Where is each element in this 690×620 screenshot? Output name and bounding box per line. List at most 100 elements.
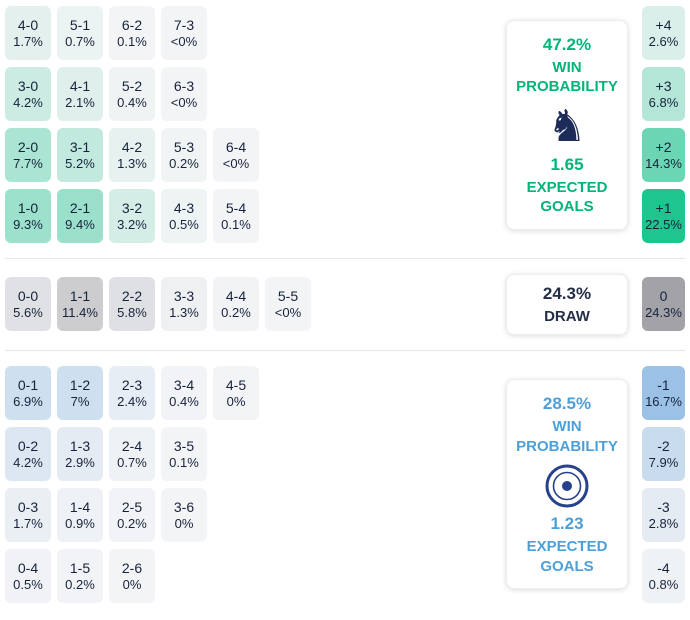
probability-label: 2.6% [648,34,679,49]
score-cell-7-3: 7-3 <0% [161,6,207,60]
expected-goals-label-line: GOALS [540,557,594,575]
goal-diff-label: +3 [655,78,672,94]
probability-label: 5.8% [117,305,147,321]
score-label: 6-2 [121,17,143,33]
score-cell-1-2: 1-2 7% [57,365,103,420]
score-cell-2-0: 2-0 7.7% [5,128,51,182]
panel-column: 47.2% WIN PROBABILITY ♞ 1.65 EXPECTED GOALS [506,19,628,230]
score-cell-6-2: 6-2 0.1% [109,6,155,60]
goal-diff-label: 0 [659,288,668,305]
probability-label: <0% [274,305,302,321]
score-label: 3-4 [173,376,195,393]
goal-diff-label: +4 [655,17,672,33]
probability-label: 0.5% [169,217,199,232]
panel-label-line: DRAW [544,308,590,325]
goal-diff-column: 0 24.3% [642,277,685,332]
probability-label: 1.7% [13,34,43,49]
probability-label: 1.3% [117,156,147,171]
score-cell-3-2: 3-2 3.2% [109,189,155,243]
home-win-section: 4-0 1.7% 5-1 0.7% 6-2 0.1% 7-3 <0% 3-0 4.2% 4-1 2.1… [5,4,685,258]
score-label: 2-5 [121,498,143,515]
panel-column: 24.3% DRAW [506,274,628,335]
score-cell-2-6: 2-6 0% [109,548,155,603]
score-cell-4-2: 4-2 1.3% [109,128,155,182]
score-label: 0-3 [17,498,39,515]
score-label: 2-4 [121,437,143,454]
goal-diff-label: -1 [657,376,670,393]
score-cell-4-1: 4-1 2.1% [57,67,103,121]
score-label: 2-2 [121,288,143,305]
score-label: 1-0 [17,200,39,216]
probability-label: 14.3% [645,156,682,171]
score-label: 5-2 [121,78,143,94]
score-cell-3-6: 3-6 0% [161,487,207,542]
probability-label: 9.4% [65,217,95,232]
probability-label: 2.9% [65,454,95,470]
score-cell-2-3: 2-3 2.4% [109,365,155,420]
score-label: 3-6 [173,498,195,515]
probability-label: <0% [170,34,198,49]
score-label: 2-3 [121,376,143,393]
panel-column: 28.5% WIN PROBABILITY 1.23 EXPECTED GOALS [506,379,628,589]
circle-club-badge-logo [511,464,623,508]
expected-goals-value: 1.65 [550,154,584,174]
expected-goals-label-line: EXPECTED [526,178,608,196]
probability-label: 4.2% [13,454,43,470]
probability-label: 0% [122,576,142,592]
panel-label-line: WIN [552,418,582,435]
matrix-row: 4-0 1.7% 5-1 0.7% 6-2 0.1% 7-3 <0% [5,6,259,60]
score-cell-6-3: 6-3 <0% [161,67,207,121]
score-cell-3-1: 3-1 5.2% [57,128,103,182]
expected-goals-label-line: GOALS [540,198,594,215]
score-label: 2-6 [121,559,143,576]
matrix-row: 1-0 9.3% 2-1 9.4% 3-2 3.2% 4-3 0.5% 5-4 0.1% [5,189,259,243]
goal-diff-label: -3 [657,498,670,515]
expected-goals-label-line: EXPECTED [526,538,608,555]
probability-label: 11.4% [62,305,98,321]
probability-label: 0.5% [13,576,43,592]
probability-label: 16.7% [645,393,682,409]
probability-label: 0.2% [117,515,147,531]
draw-panel: 24.3% DRAW [506,274,628,335]
score-label: 4-5 [225,376,247,393]
probability-label: 0.7% [65,34,95,49]
score-label: 1-4 [69,498,91,515]
score-cell-5-1: 5-1 0.7% [57,6,103,60]
score-matrix-away-win: 0-1 6.9% 1-2 7% 2-3 2.4% 3-4 0.4% 4-5 0% 0-2 4.2% 1-… [5,365,259,603]
score-label: 5-1 [69,17,91,33]
matrix-row: 0-1 6.9% 1-2 7% 2-3 2.4% 3-4 0.4% 4-5 0% [5,365,259,420]
score-cell-1-1: 1-1 11.4% [57,277,103,332]
score-cell-3-0: 3-0 4.2% [5,67,51,121]
goal-diff-cell-0: 0 24.3% [642,277,685,332]
probability-label: <0% [170,95,198,110]
score-cell-6-4: 6-4 <0% [213,128,259,182]
matrix-row: 0-4 0.5% 1-5 0.2% 2-6 0% [5,548,259,603]
matrix-row: 0-0 5.6% 1-1 11.4% 2-2 5.8% 3-3 1.3% 4-4 0.2% 5-5 <… [5,277,311,332]
panel-label-line: PROBABILITY [516,78,618,95]
probability-label: 3.2% [117,217,147,232]
probability-label: 2.1% [65,95,95,110]
score-matrix-draw: 0-0 5.6% 1-1 11.4% 2-2 5.8% 3-3 1.3% 4-4 0.2% 5-5 <… [5,277,311,332]
matrix-row: 0-2 4.2% 1-3 2.9% 2-4 0.7% 3-5 0.1% [5,426,259,481]
score-label: 3-5 [173,437,195,454]
score-cell-0-0: 0-0 5.6% [5,277,51,332]
probability-label: 5.2% [65,156,95,171]
score-cell-3-4: 3-4 0.4% [161,365,207,420]
matrix-row: 0-3 1.7% 1-4 0.9% 2-5 0.2% 3-6 0% [5,487,259,542]
score-label: 2-1 [69,200,91,216]
score-label: 3-1 [69,139,91,155]
goal-diff-cell-+4: +4 2.6% [642,6,685,60]
probability-label: 1.3% [169,305,199,321]
probability-label: 0.2% [65,576,95,592]
score-label: 3-0 [17,78,39,94]
score-cell-0-3: 0-3 1.7% [5,487,51,542]
score-cell-5-4: 5-4 0.1% [213,189,259,243]
probability-label: 0.1% [169,454,199,470]
probability-label: 24.3% [645,305,682,321]
probability-value: 47.2% [542,34,592,54]
score-cell-2-2: 2-2 5.8% [109,277,155,332]
probability-label: 6.8% [648,95,679,110]
score-label: 3-3 [173,288,195,305]
horse-crest-logo: ♞ [547,101,587,151]
away-win-panel: 28.5% WIN PROBABILITY 1.23 EXPECTED GOALS [506,379,628,589]
